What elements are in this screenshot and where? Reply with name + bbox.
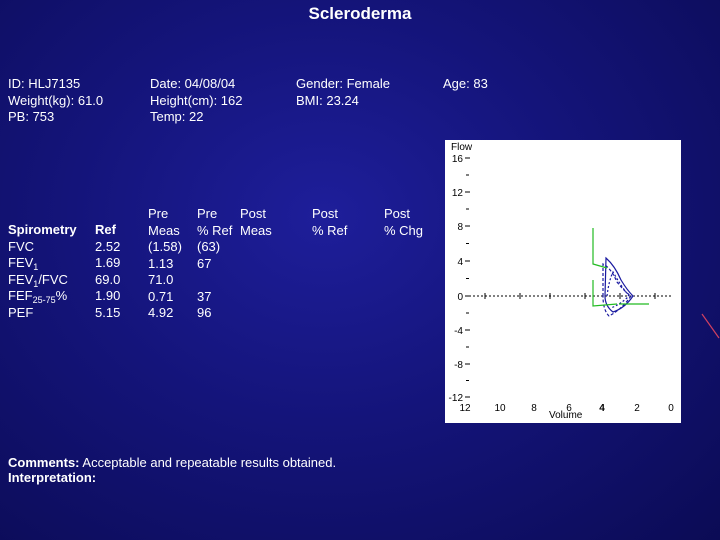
- patient-pb: PB: 753: [8, 109, 55, 124]
- patient-info-col2: Date: 04/08/04 Height(cm): 162 Temp: 22: [150, 76, 242, 126]
- y-tick-label: 8: [457, 222, 463, 233]
- test-temp: Temp: 22: [150, 109, 204, 124]
- header-post-meas-line2: Meas: [240, 222, 272, 238]
- x-axis-ticks: 12 10 8 6 4 2 0: [459, 293, 674, 414]
- ref-values: 2.52 1.69 69.0 1.90 5.15: [95, 238, 121, 320]
- header-pre-ref-line1: Pre: [197, 206, 218, 221]
- patient-height: Height(cm): 162: [150, 92, 243, 108]
- y-tick-label: 16: [452, 154, 464, 165]
- pre-ref-value: (63): [197, 239, 221, 254]
- x-tick-label: 2: [634, 403, 640, 414]
- table-post-ref-column: Post % Ref: [312, 206, 347, 239]
- row-label: FVC: [8, 238, 34, 254]
- ref-value: 69.0: [95, 271, 121, 287]
- y-axis-ticks: 16 12 8 4 0 -4 -8 -12: [449, 154, 470, 404]
- table-post-chg-column: Post % Chg: [384, 206, 423, 239]
- predicted-marker-1: [592, 228, 608, 269]
- row-label: PEF: [8, 304, 34, 320]
- x-axis-label: Volume: [549, 410, 583, 421]
- pre-ref-values: (63) 67 37 96: [197, 239, 232, 320]
- patient-gender: Gender: Female: [296, 76, 390, 91]
- y-tick-label: 4: [457, 257, 463, 268]
- decorative-stroke: [701, 313, 720, 339]
- comments-block: Comments: Acceptable and repeatable resu…: [8, 455, 336, 485]
- x-tick-label: 6: [566, 403, 572, 414]
- table-pre-meas-column: Pre Meas (1.58) 1.13 71.0 0.71 4.92: [148, 206, 182, 320]
- ref-value: 2.52: [95, 238, 121, 254]
- x-tick-label: 12: [459, 403, 471, 414]
- pre-ref-value: 96: [197, 305, 212, 320]
- pre-meas-value: 1.13: [148, 255, 174, 271]
- patient-info-col4: Age: 83: [443, 76, 488, 93]
- y-tick-label: 0: [457, 292, 463, 303]
- header-pre-ref-line2: % Ref: [197, 222, 233, 238]
- ref-value: 1.90: [95, 288, 121, 303]
- table-header-spirometry: Spirometry: [8, 222, 77, 237]
- pre-ref-value: [197, 272, 232, 289]
- measured-loop-2: [604, 256, 634, 313]
- header-pre-meas-line1: Pre: [148, 206, 169, 221]
- table-header-ref: Ref: [95, 222, 116, 237]
- patient-weight: Weight(kg): 61.0: [8, 92, 104, 108]
- patient-info-col3: Gender: Female BMI: 23.24: [296, 76, 390, 109]
- y-axis-label: Flow: [451, 142, 473, 153]
- comments-label: Comments:: [8, 455, 80, 470]
- row-labels: FVC FEV1 FEV1/FVC FEF25-75% PEF: [8, 238, 77, 320]
- header-post-chg-line2: % Chg: [384, 222, 424, 238]
- y-tick-label: -12: [449, 393, 464, 404]
- header-pre-meas-line2: Meas: [148, 222, 180, 238]
- pre-meas-values: (1.58) 1.13 71.0 0.71 4.92: [148, 239, 182, 320]
- patient-age: Age: 83: [443, 76, 488, 91]
- table-post-meas-column: Post Meas: [240, 206, 272, 239]
- interpretation-label: Interpretation:: [8, 470, 97, 485]
- header-post-meas-line1: Post: [240, 206, 267, 221]
- patient-info-col1: ID: HLJ7135 Weight(kg): 61.0 PB: 753: [8, 76, 103, 126]
- measured-loop-1: [602, 263, 632, 317]
- table-ref-column: Ref 2.52 1.69 69.0 1.90 5.15: [95, 222, 121, 320]
- patient-bmi: BMI: 23.24: [296, 92, 359, 108]
- patient-id: ID: HLJ7135: [8, 76, 81, 91]
- header-post-ref-line1: Post: [312, 206, 339, 221]
- ref-value: 1.69: [95, 255, 121, 270]
- table-label-column: Spirometry FVC FEV1 FEV1/FVC FEF25-75% PEF: [8, 222, 77, 320]
- pre-meas-value: (1.58): [148, 239, 182, 254]
- predicted-marker-2: [592, 280, 618, 307]
- x-tick-label: 4: [599, 403, 605, 414]
- table-pre-ref-column: Pre % Ref (63) 67 37 96: [197, 206, 233, 320]
- pre-meas-value: 0.71: [148, 288, 174, 304]
- pre-meas-value: 71.0: [148, 272, 174, 287]
- header-post-chg-line1: Post: [384, 206, 411, 221]
- ref-value: 5.15: [95, 304, 121, 320]
- flow-volume-plot: Flow Volume 16 12 8 4 0 -4 -8 -12 12 10 8 6 4 2 0: [445, 140, 681, 423]
- flow-volume-svg: Flow Volume 16 12 8 4 0 -4 -8 -12 12 10 8 6 4 2 0: [449, 142, 675, 421]
- x-tick-label: 10: [494, 403, 506, 414]
- header-post-ref-line2: % Ref: [312, 222, 348, 238]
- comments-text: Acceptable and repeatable results obtain…: [79, 455, 337, 470]
- row-label: FEF25-75%: [8, 288, 68, 305]
- y-tick-label: -4: [454, 326, 463, 337]
- row-label: FEV1/FVC: [8, 271, 68, 289]
- row-label: FEV1: [8, 255, 39, 272]
- flow-volume-loops: [592, 228, 649, 317]
- y-tick-label: 12: [452, 188, 464, 199]
- test-date: Date: 04/08/04: [150, 76, 236, 91]
- x-tick-label: 8: [531, 403, 537, 414]
- pre-meas-value: 4.92: [148, 305, 174, 320]
- pre-ref-value: 67: [197, 255, 212, 271]
- measured-loop-3: [606, 270, 630, 309]
- y-tick-label: -8: [454, 360, 463, 371]
- page-title: Scleroderma: [308, 4, 412, 23]
- pre-ref-value: 37: [197, 288, 212, 304]
- x-tick-label: 0: [668, 403, 674, 414]
